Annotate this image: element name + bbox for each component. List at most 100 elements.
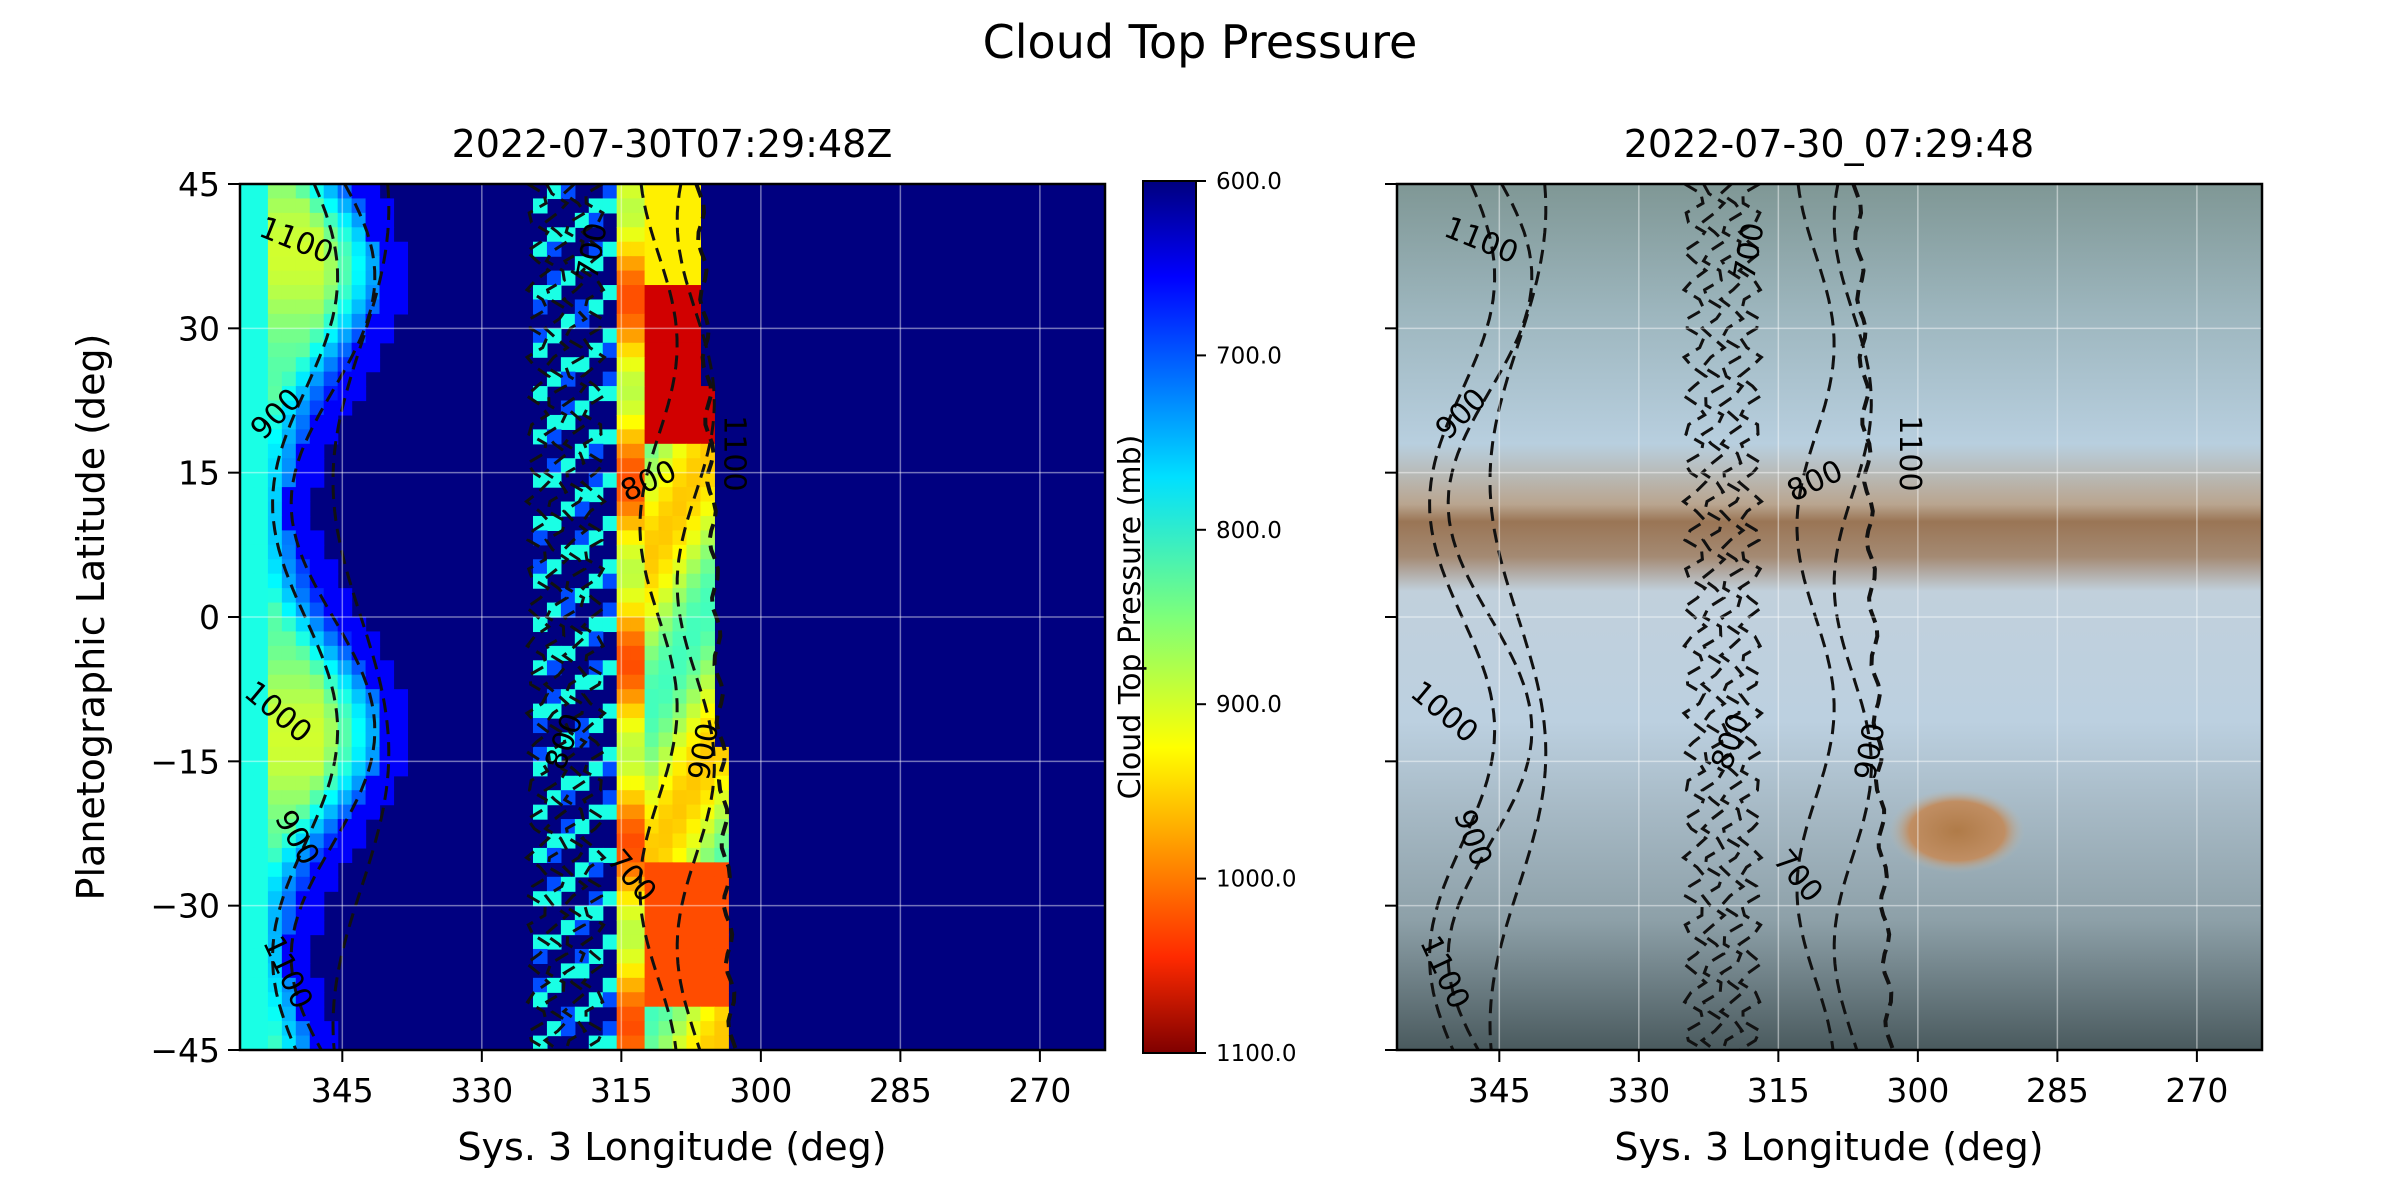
heatmap-cell (281, 544, 297, 560)
heatmap-cell (295, 299, 311, 315)
heatmap-cell (644, 891, 660, 907)
heatmap-cell (393, 689, 409, 705)
heatmap-cell (281, 674, 297, 690)
heatmap-cell (672, 588, 688, 604)
heatmap-cell (602, 761, 618, 777)
heatmap-cell (616, 761, 632, 777)
heatmap-cell (240, 501, 255, 517)
heatmap-cell (714, 1035, 729, 1050)
heatmap-cell (253, 920, 269, 936)
heatmap-cell (267, 198, 283, 214)
heatmap-cell (686, 602, 702, 618)
heatmap-cell (658, 544, 674, 560)
heatmap-cell (240, 674, 255, 690)
heatmap-cell (700, 1021, 715, 1037)
heatmap-cell (295, 920, 311, 936)
colorbar-gradient (1142, 180, 1197, 1054)
heatmap-cell (240, 847, 255, 863)
heatmap-cell (295, 285, 311, 301)
heatmap-cell (644, 285, 660, 301)
heatmap-cell (240, 718, 255, 734)
contour-line (1851, 184, 1895, 1050)
heatmap-cell (240, 241, 255, 257)
heatmap-cell (700, 977, 715, 993)
heatmap-cell (658, 342, 674, 358)
heatmap-cell (267, 1035, 283, 1050)
heatmap-cell (253, 905, 269, 921)
heatmap-cell (686, 746, 702, 762)
heatmap-cell (337, 198, 353, 214)
heatmap-cell (686, 1006, 702, 1022)
heatmap-cell (602, 371, 618, 387)
heatmap-cell (658, 703, 674, 719)
heatmap-cell (240, 429, 255, 445)
heatmap-cell (240, 703, 255, 719)
heatmap-cell (240, 285, 255, 301)
heatmap-cell (323, 184, 339, 200)
heatmap-cell (672, 515, 688, 531)
heatmap-cell (323, 588, 339, 604)
heatmap-cell (337, 732, 353, 748)
heatmap-cell (686, 515, 702, 531)
heatmap-cell (365, 732, 381, 748)
heatmap-cell (672, 386, 688, 402)
heatmap-cell (546, 660, 562, 676)
heatmap-cell (658, 472, 674, 488)
heatmap-cell (295, 530, 311, 546)
heatmap-cell (281, 357, 297, 373)
heatmap-cell (309, 920, 325, 936)
heatmap-cell (616, 905, 632, 921)
heatmap-cell (295, 804, 311, 820)
heatmap-cell (630, 617, 646, 633)
heatmap-cell (240, 819, 255, 835)
heatmap-cell (616, 948, 632, 964)
heatmap-cell (602, 934, 618, 950)
heatmap-cell (630, 515, 646, 531)
heatmap-cell (686, 487, 702, 503)
heatmap-cell (532, 530, 548, 546)
heatmap-cell (281, 775, 297, 791)
heatmap-cell (309, 328, 325, 344)
heatmap-cell (240, 761, 255, 777)
heatmap-cell (714, 992, 729, 1008)
heatmap-cell (365, 645, 381, 661)
heatmap-cell (365, 212, 381, 228)
heatmap-cell (700, 732, 715, 748)
heatmap-cell (267, 790, 283, 806)
heatmap-cell (686, 689, 702, 705)
heatmap-cell (644, 443, 660, 459)
heatmap-cell (658, 487, 674, 503)
heatmap-cell (337, 718, 353, 734)
heatmap-cell (686, 573, 702, 589)
heatmap-cell (644, 184, 660, 200)
heatmap-cell (672, 429, 688, 445)
heatmap-cell (267, 256, 283, 272)
heatmap-cell (672, 790, 688, 806)
heatmap-cell (714, 746, 729, 762)
heatmap-cell (602, 804, 618, 820)
heatmap-cell (644, 617, 660, 633)
y-tick-label: −30 (150, 887, 220, 926)
heatmap-cell (588, 761, 604, 777)
heatmap-cell (532, 703, 548, 719)
heatmap-cell (700, 833, 715, 849)
heatmap-cell (672, 862, 688, 878)
heatmap-cell (602, 602, 618, 618)
heatmap-cell (616, 977, 632, 993)
contour-line (331, 184, 391, 1050)
heatmap-cell (588, 299, 604, 315)
heatmap-cell (240, 559, 255, 575)
heatmap-cell (630, 703, 646, 719)
heatmap-cell (281, 1021, 297, 1037)
heatmap-cell (295, 559, 311, 575)
heatmap-cell (616, 472, 632, 488)
heatmap-cell (630, 732, 646, 748)
heatmap-cell (240, 660, 255, 676)
heatmap-cell (672, 458, 688, 474)
heatmap-cell (295, 458, 311, 474)
heatmap-cell (253, 184, 269, 200)
heatmap-cell (379, 790, 395, 806)
heatmap-cell (240, 588, 255, 604)
heatmap-cell (281, 617, 297, 633)
heatmap-cell (253, 804, 269, 820)
